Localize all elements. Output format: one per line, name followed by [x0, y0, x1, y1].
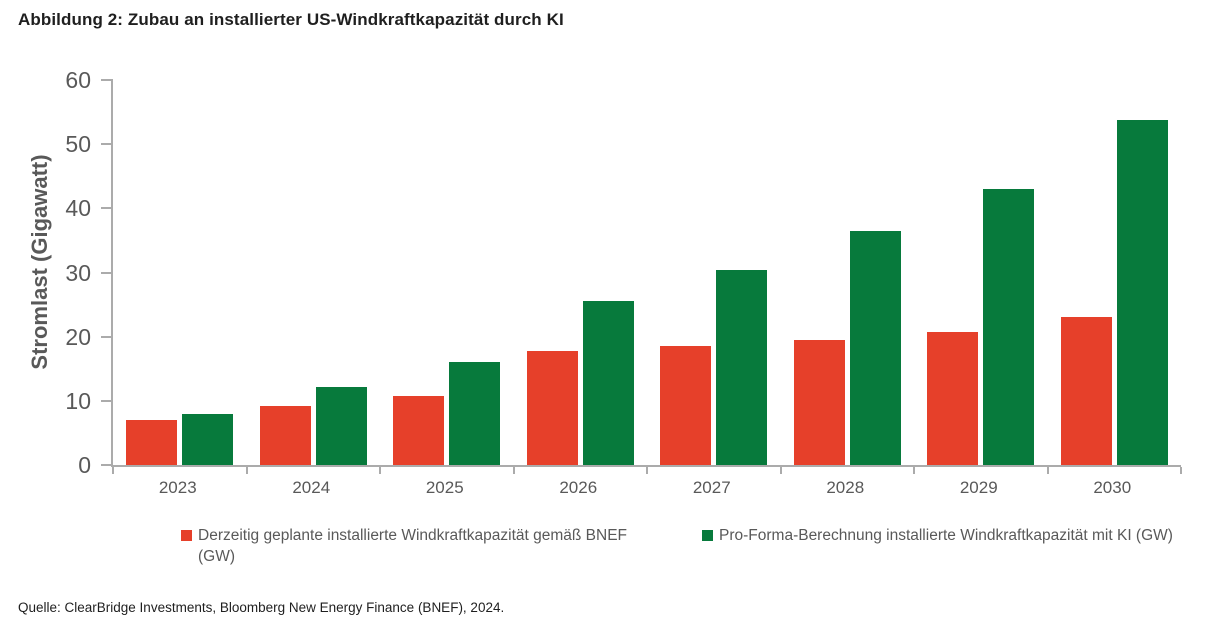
y-tick-mark	[101, 335, 113, 338]
legend-label-bnef: Derzeitig geplante installierte Windkraf…	[198, 527, 628, 566]
plot-area: 60 50 40 30 20 10 0	[65, 67, 1182, 478]
bar-ki-2023	[182, 413, 234, 465]
y-tick-mark	[101, 79, 113, 81]
x-tick-mark	[779, 467, 782, 474]
y-tick-mark	[101, 464, 113, 466]
bar-bnef-2029	[927, 332, 979, 465]
x-axis-label-2024: 2024	[292, 478, 331, 497]
figure-title: Abbildung 2: Zubau an installierter US-W…	[18, 10, 564, 29]
bar-group-2028	[781, 80, 915, 465]
bar-group-2025	[380, 80, 514, 465]
x-tick-mark	[913, 467, 915, 474]
x-tick-mark	[512, 467, 515, 474]
y-tick-mark	[101, 207, 113, 210]
bar-bnef-2025	[393, 395, 445, 465]
bar-ki-2025	[449, 362, 501, 465]
bar-group-2027	[647, 80, 781, 465]
y-tick-label: 30	[65, 259, 91, 286]
y-tick-mark	[101, 143, 113, 146]
bar-group-2029	[914, 80, 1048, 465]
bar-ki-2030	[1116, 120, 1168, 465]
bar-group-2023	[113, 80, 247, 465]
x-axis-label-2029: 2029	[959, 478, 998, 497]
legend-swatch-bnef-icon	[181, 530, 192, 541]
bar-bnef-2030	[1060, 317, 1112, 465]
y-tick-mark	[101, 399, 113, 402]
bar-bnef-2024	[259, 405, 311, 465]
bar-bnef-2026	[526, 350, 578, 465]
x-axis-label-2026: 2026	[559, 478, 598, 497]
x-axis-label-2030: 2030	[1093, 478, 1132, 497]
bar-ki-2026	[582, 300, 634, 465]
x-tick-mark	[1180, 467, 1182, 474]
y-tick-label: 0	[78, 452, 91, 478]
y-tick-mark	[101, 271, 113, 274]
y-tick-label: 10	[65, 387, 91, 414]
legend-swatch-ki-icon	[702, 530, 713, 541]
bar-ki-2029	[983, 189, 1035, 465]
bar-ki-2024	[315, 386, 367, 465]
x-tick-mark	[245, 467, 248, 474]
x-tick-mark	[379, 467, 381, 474]
x-axis-label-2023: 2023	[158, 478, 197, 497]
legend-item-bnef: Derzeitig geplante installierte Windkraf…	[181, 525, 668, 568]
y-tick-label: 60	[65, 67, 91, 93]
legend-label-ki: Pro-Forma-Berechnung installierte Windkr…	[719, 527, 1173, 544]
x-tick-mark	[646, 467, 648, 474]
bar-bnef-2027	[660, 345, 712, 465]
source-attribution: Quelle: ClearBridge Investments, Bloombe…	[18, 600, 505, 615]
bar-group-2024	[247, 80, 381, 465]
bar-ki-2027	[716, 269, 768, 465]
x-tick-mark	[1046, 467, 1049, 474]
bar-bnef-2028	[793, 339, 845, 465]
y-tick-label: 20	[65, 323, 91, 350]
bar-ki-2028	[849, 230, 901, 465]
bar-group-2026	[514, 80, 648, 465]
legend-item-ki: Pro-Forma-Berechnung installierte Windkr…	[702, 525, 1173, 546]
y-tick-label: 50	[65, 131, 91, 158]
x-axis-label-2028: 2028	[826, 478, 865, 497]
bar-group-2030	[1048, 80, 1182, 465]
x-axis-label-2027: 2027	[692, 478, 731, 497]
x-axis-label-2025: 2025	[425, 478, 464, 497]
bar-bnef-2023	[126, 420, 178, 465]
x-tick-mark	[112, 467, 114, 474]
y-tick-label: 40	[65, 195, 91, 222]
